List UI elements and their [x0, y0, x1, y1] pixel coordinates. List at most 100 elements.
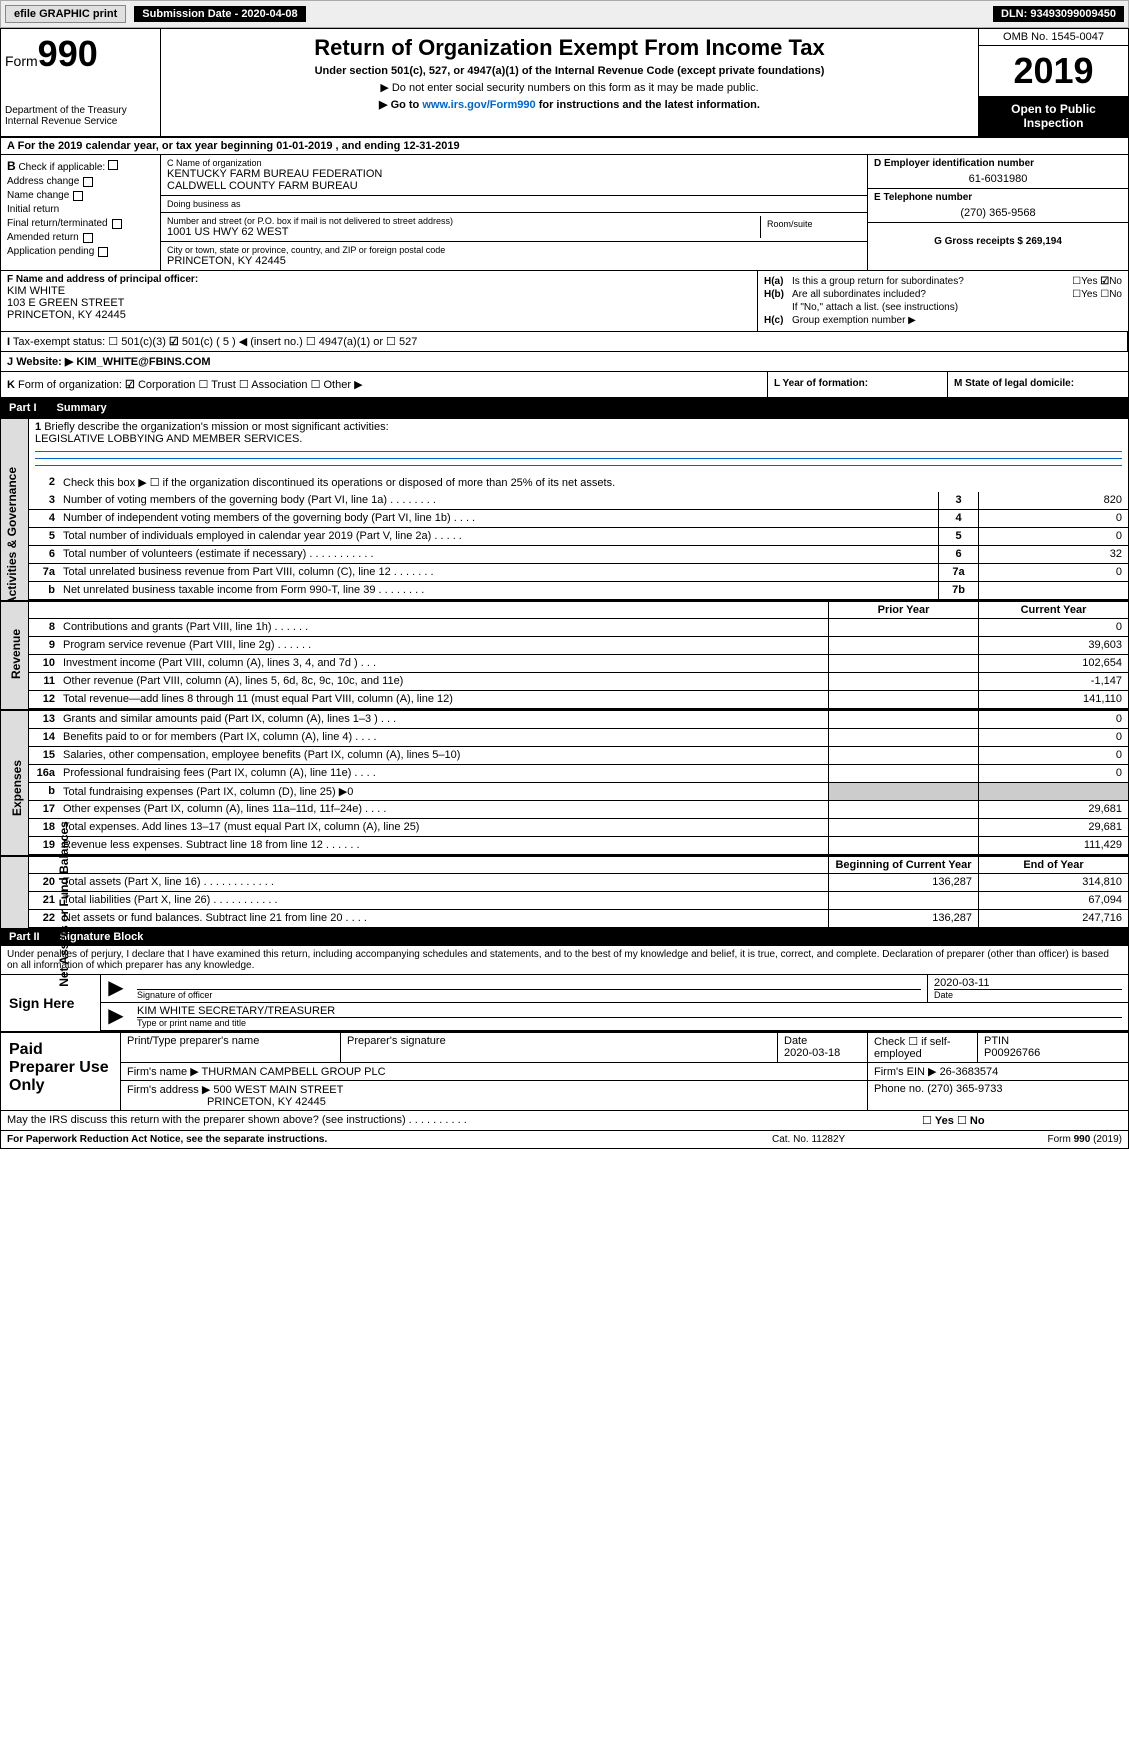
omb-number: OMB No. 1545-0047 [979, 29, 1128, 46]
discuss-row: May the IRS discuss this return with the… [1, 1111, 1128, 1131]
submission-date: Submission Date - 2020-04-08 [134, 6, 305, 22]
vert-netassets: Net Assets or Fund Balances [57, 821, 71, 987]
header-center: Return of Organization Exempt From Incom… [161, 29, 978, 136]
summary-row: 11 Other revenue (Part VIII, column (A),… [29, 673, 1128, 691]
header-right: OMB No. 1545-0047 2019 Open to Public In… [978, 29, 1128, 136]
revenue-section: Revenue Prior Year Current Year 8 Contri… [1, 600, 1128, 709]
checkbox-icon[interactable] [83, 177, 93, 187]
summary-row: 17 Other expenses (Part IX, column (A), … [29, 801, 1128, 819]
header-left: Form990 Department of the Treasury Inter… [1, 29, 161, 136]
check-amended: Amended return [7, 232, 154, 243]
expenses-section: Expenses 13 Grants and similar amounts p… [1, 709, 1128, 855]
efile-button[interactable]: efile GRAPHIC print [5, 5, 126, 23]
summary-row: 6 Total number of volunteers (estimate i… [29, 546, 1128, 564]
col-k: K Form of organization: ☑ Corporation ☐ … [1, 372, 768, 397]
sign-here-label: Sign Here [1, 975, 101, 1031]
summary-row: 13 Grants and similar amounts paid (Part… [29, 711, 1128, 729]
summary-row: b Net unrelated business taxable income … [29, 582, 1128, 600]
check-name-change: Name change [7, 190, 154, 201]
check-app-pending: Application pending [7, 246, 154, 257]
summary-row: 10 Investment income (Part VIII, column … [29, 655, 1128, 673]
col-c: C Name of organization KENTUCKY FARM BUR… [161, 155, 868, 270]
tax-year: 2019 [979, 46, 1128, 96]
row-i: I Tax-exempt status: ☐ 501(c)(3) ☑ 501(c… [1, 332, 1128, 352]
subtitle-2: ▶ Do not enter social security numbers o… [167, 81, 972, 94]
dln: DLN: 93493099009450 [993, 6, 1124, 22]
revenue-header: Prior Year Current Year [29, 602, 1128, 619]
col-d: D Employer identification number 61-6031… [868, 155, 1128, 270]
sign-section: Sign Here ▶ Signature of officer 2020-03… [1, 975, 1128, 1033]
netassets-header: Beginning of Current Year End of Year [29, 857, 1128, 874]
checkbox-icon[interactable] [83, 233, 93, 243]
arrow-icon: ▶ [101, 1003, 131, 1030]
city-cell: City or town, state or province, country… [161, 242, 867, 270]
summary-row: 16a Professional fundraising fees (Part … [29, 765, 1128, 783]
dept-treasury: Department of the Treasury Internal Reve… [5, 105, 156, 127]
street-cell: Number and street (or P.O. box if mail i… [161, 213, 867, 242]
summary-row: 14 Benefits paid to or for members (Part… [29, 729, 1128, 747]
summary-row: 12 Total revenue—add lines 8 through 11 … [29, 691, 1128, 709]
check-address-change: Address change [7, 176, 154, 187]
form-header: Form990 Department of the Treasury Inter… [1, 29, 1128, 138]
col-b: B Check if applicable: Address change Na… [1, 155, 161, 270]
subtitle-3: ▶ Go to www.irs.gov/Form990 for instruct… [167, 98, 972, 111]
summary-row: 4 Number of independent voting members o… [29, 510, 1128, 528]
row-j: J Website: ▶ KIM_WHITE@FBINS.COM [1, 352, 1128, 372]
dba-cell: Doing business as [161, 196, 867, 213]
subtitle-1: Under section 501(c), 527, or 4947(a)(1)… [167, 65, 972, 77]
col-f: F Name and address of principal officer:… [1, 271, 758, 331]
summary-row: 15 Salaries, other compensation, employe… [29, 747, 1128, 765]
gross-cell: G Gross receipts $ 269,194 [868, 223, 1128, 250]
section-bcd: B Check if applicable: Address change Na… [1, 155, 1128, 271]
check-final-return: Final return/terminated [7, 218, 154, 229]
open-to-public: Open to Public Inspection [979, 96, 1128, 136]
row-a: A For the 2019 calendar year, or tax yea… [1, 138, 1128, 155]
col-h: H(a) Is this a group return for subordin… [758, 271, 1128, 331]
form-990: Form990 Department of the Treasury Inter… [0, 28, 1129, 1149]
checkbox-icon[interactable] [73, 191, 83, 201]
footer: For Paperwork Reduction Act Notice, see … [1, 1131, 1128, 1148]
vert-governance: Activities & Governance [5, 467, 19, 605]
org-name-cell: C Name of organization KENTUCKY FARM BUR… [161, 155, 867, 196]
section-fgh: F Name and address of principal officer:… [1, 271, 1128, 332]
row-klm: K Form of organization: ☑ Corporation ☐ … [1, 372, 1128, 399]
summary-row: 8 Contributions and grants (Part VIII, l… [29, 619, 1128, 637]
part1-header: Part I Summary [1, 399, 1128, 417]
preparer-section: Paid Preparer Use Only Print/Type prepar… [1, 1033, 1128, 1111]
form-number: Form990 [5, 33, 156, 75]
summary-row: 3 Number of voting members of the govern… [29, 492, 1128, 510]
topbar: efile GRAPHIC print Submission Date - 20… [0, 0, 1129, 28]
netassets-section: Net Assets or Fund Balances Beginning of… [1, 855, 1128, 928]
perjury-text: Under penalties of perjury, I declare th… [1, 946, 1128, 975]
summary-row: 22 Net assets or fund balances. Subtract… [29, 910, 1128, 928]
check-initial-return: Initial return [7, 204, 154, 215]
preparer-label: Paid Preparer Use Only [1, 1033, 121, 1110]
line-1: 1 Briefly describe the organization's mi… [29, 419, 1128, 474]
irs-link[interactable]: www.irs.gov/Form990 [422, 99, 535, 111]
hb-yesno: ☐Yes ☐No [1022, 289, 1122, 300]
vert-expenses: Expenses [10, 760, 24, 816]
checkbox-icon[interactable] [112, 219, 122, 229]
summary-row: 20 Total assets (Part X, line 16) . . . … [29, 874, 1128, 892]
summary-row: 7a Total unrelated business revenue from… [29, 564, 1128, 582]
ha-yesno: ☐Yes ☑No [1022, 276, 1122, 287]
form-title: Return of Organization Exempt From Incom… [167, 35, 972, 61]
vert-revenue: Revenue [9, 629, 23, 679]
summary-row: 9 Program service revenue (Part VIII, li… [29, 637, 1128, 655]
governance-section: Activities & Governance 1 Briefly descri… [1, 417, 1128, 600]
checkbox-icon[interactable] [98, 247, 108, 257]
summary-row: 19 Revenue less expenses. Subtract line … [29, 837, 1128, 855]
mission-text: LEGISLATIVE LOBBYING AND MEMBER SERVICES… [35, 433, 302, 445]
line-2: 2 Check this box ▶ ☐ if the organization… [29, 474, 1128, 492]
part2-header: Part II Signature Block [1, 928, 1128, 946]
arrow-icon: ▶ [101, 975, 131, 1002]
col-l: L Year of formation: [768, 372, 948, 397]
ein-cell: D Employer identification number 61-6031… [868, 155, 1128, 189]
summary-row: 21 Total liabilities (Part X, line 26) .… [29, 892, 1128, 910]
summary-row: 18 Total expenses. Add lines 13–17 (must… [29, 819, 1128, 837]
checkbox-icon[interactable] [108, 160, 118, 170]
col-m: M State of legal domicile: [948, 372, 1128, 397]
summary-row: 5 Total number of individuals employed i… [29, 528, 1128, 546]
summary-row: b Total fundraising expenses (Part IX, c… [29, 783, 1128, 801]
phone-cell: E Telephone number (270) 365-9568 [868, 189, 1128, 223]
